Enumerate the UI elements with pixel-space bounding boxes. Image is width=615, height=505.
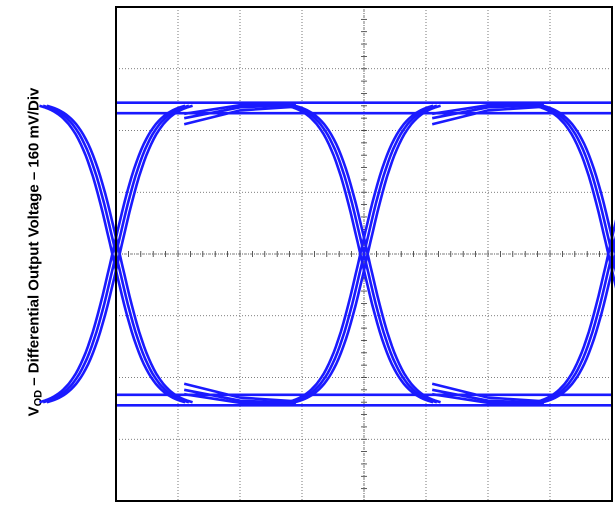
eye-low-level (431, 382, 544, 403)
eye-high-level (431, 103, 544, 120)
eye-high-level (431, 105, 544, 126)
eye-high-level (184, 102, 296, 116)
eye-falling-edge (287, 104, 434, 404)
eye-high-level (432, 102, 544, 116)
eye-low-level (432, 392, 544, 406)
eye-falling-edge (535, 104, 615, 289)
eye-falling-edge (294, 104, 441, 404)
eye-falling-edge (39, 104, 186, 404)
eye-falling-edge (542, 104, 615, 257)
eye-traces (39, 101, 615, 407)
eye-low-level (183, 388, 296, 405)
plot-frame (115, 6, 613, 502)
eye-low-level (183, 382, 296, 403)
eye-low-level (431, 388, 544, 405)
eye-high-level (183, 105, 296, 126)
eye-falling-edge (290, 104, 438, 404)
eye-falling-edge (46, 104, 193, 404)
eye-high-level (183, 103, 296, 120)
eye-rising-edge (542, 251, 615, 404)
eye-low-level (184, 392, 296, 406)
